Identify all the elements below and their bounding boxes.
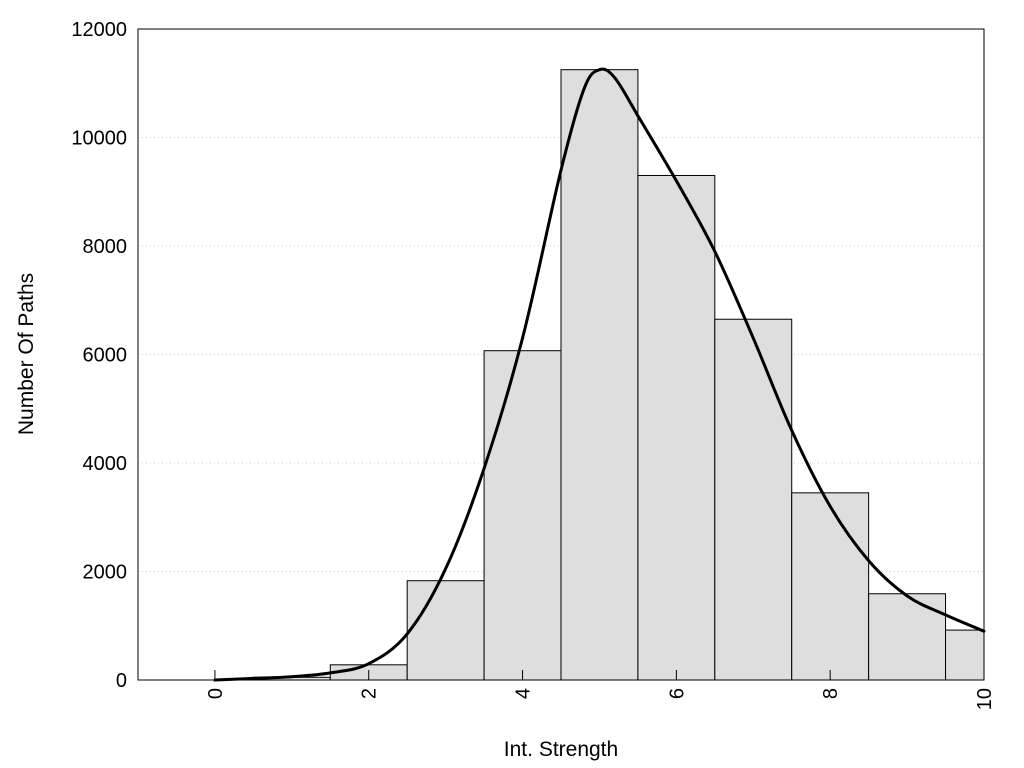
x-tick-label-2: 4 <box>513 688 535 699</box>
histogram-bars <box>252 69 985 681</box>
y-tick-label-0: 0 <box>116 670 127 692</box>
density-curve <box>213 67 986 682</box>
bar-6 <box>637 174 716 681</box>
x-tick-label-4: 8 <box>820 688 842 699</box>
y-tick-label-1: 2000 <box>83 562 128 584</box>
bar-5 <box>560 69 639 681</box>
y-axis-title: Number Of Paths <box>15 273 38 435</box>
y-tick-label-5: 10000 <box>71 128 127 150</box>
bar-8 <box>791 492 870 681</box>
y-tick-label-3: 6000 <box>83 345 128 367</box>
bar-9 <box>868 593 947 681</box>
x-tick-label-3: 6 <box>666 688 688 699</box>
x-tick-label-5: 10 <box>974 688 996 710</box>
y-tick-label-2: 4000 <box>83 453 128 475</box>
x-tick-label-0: 0 <box>205 688 227 699</box>
plot-frame <box>137 28 985 681</box>
bar-7 <box>714 318 793 681</box>
bar-10 <box>945 629 985 681</box>
x-axis-title: Int. Strength <box>504 738 618 761</box>
y-tick-labels: 0 2000 4000 6000 8000 10000 12000 <box>71 19 127 692</box>
y-tick-label-4: 8000 <box>83 236 128 258</box>
y-tick-label-6: 12000 <box>71 19 127 41</box>
x-tick-labels: 0 2 4 6 8 10 <box>205 688 996 710</box>
bar-4 <box>483 350 562 681</box>
x-tick-label-1: 2 <box>359 688 381 699</box>
bar-3 <box>406 580 485 681</box>
